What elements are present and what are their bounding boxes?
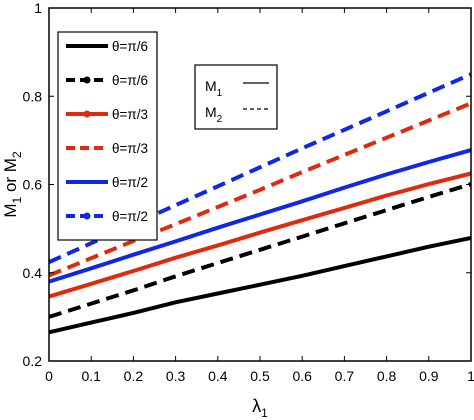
series-line (48, 235, 472, 335)
x-tick-label: 0.3 (166, 368, 186, 384)
legend-label: θ=π/3 (112, 141, 148, 156)
legend-box (57, 31, 158, 241)
legend-label: θ=π/2 (112, 175, 148, 190)
x-tick-label: 0.1 (81, 368, 101, 384)
x-tick-label: 0.5 (250, 368, 270, 384)
legend-marker (83, 76, 91, 84)
ticks-layer (48, 7, 472, 362)
legend-label: θ=π/3 (112, 107, 148, 122)
x-tick-label: 0.7 (335, 368, 355, 384)
y-tick-label: 1 (34, 0, 42, 16)
legend-label: θ=π/6 (112, 39, 148, 54)
y-tick-label: 0.2 (23, 353, 43, 369)
x-tick-label: 1 (467, 368, 474, 384)
tick-labels-layer: 0 0.1 0.2 0.3 0.4 0.5 0.6 0.7 0.8 0.9 1 0.2 0.4 0.6 0.… (23, 0, 474, 384)
x-axis-label: λ1 (252, 396, 268, 420)
legend-label: θ=π/2 (112, 209, 148, 224)
x-tick-label: 0 (45, 368, 53, 384)
x-tick-label: 0.9 (419, 368, 439, 384)
legend-label: θ=π/6 (112, 73, 148, 88)
y-tick-label: 0.8 (23, 88, 43, 104)
y-tick-label: 0.4 (23, 265, 43, 281)
series-layer (48, 72, 472, 335)
x-tick-label: 0.6 (292, 368, 312, 384)
x-tick-label: 0.8 (377, 368, 397, 384)
y-tick-label: 0.6 (23, 177, 43, 193)
y-axis-label: M1 or M2 (1, 151, 24, 218)
legend-series: θ=π/6 θ=π/6 θ=π/3 θ=π/3 θ=π/2 θ=π/2 (57, 31, 158, 241)
legend-marker (83, 110, 91, 118)
legend-marker (83, 212, 91, 220)
x-tick-label: 0.4 (208, 368, 228, 384)
x-tick-label: 0.2 (124, 368, 144, 384)
style-legend-box (194, 64, 278, 130)
